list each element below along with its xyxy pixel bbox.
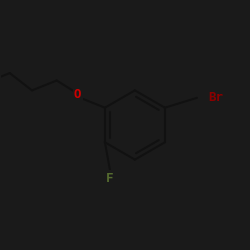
Text: F: F: [106, 172, 114, 185]
Text: Br: Br: [208, 91, 223, 104]
Text: O: O: [74, 88, 82, 101]
